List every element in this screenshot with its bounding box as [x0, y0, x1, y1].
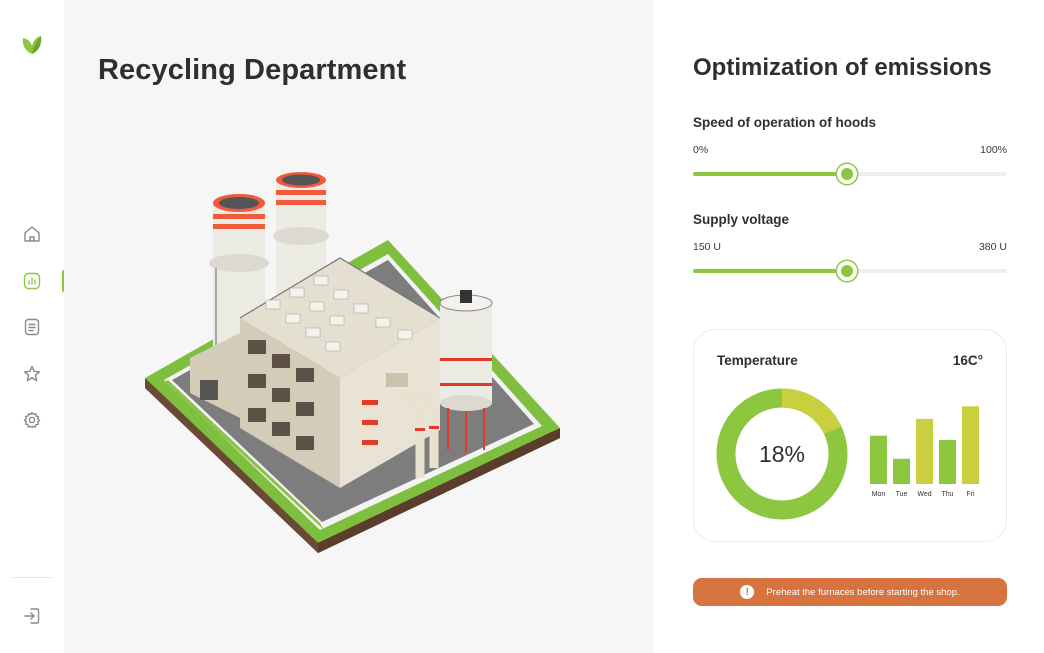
sidebar-item-settings[interactable] — [22, 410, 42, 430]
donut-percent-segment — [716, 388, 848, 520]
bar-label-mon: Mon — [872, 491, 886, 498]
slider-thumb[interactable] — [836, 164, 857, 184]
bar-label-wed: Wed — [917, 491, 931, 498]
sidebar-item-analytics[interactable] — [22, 271, 42, 291]
panel-title: Optimization of emissions — [693, 54, 992, 81]
bar-tue — [893, 458, 910, 484]
temperature-label: Temperature — [717, 353, 798, 368]
main-area: Recycling Department — [64, 0, 653, 653]
sidebar-active-indicator — [62, 270, 64, 292]
donut-percent-label: 18% — [758, 440, 806, 467]
emissions-panel: Optimization of emissions Speed of opera… — [653, 0, 1044, 653]
slider-min-label: 0% — [693, 144, 709, 156]
slider-min-label: 150 U — [693, 241, 722, 253]
slider-max-label: 100% — [980, 144, 1007, 156]
gear-icon — [23, 411, 41, 429]
star-icon — [23, 365, 41, 382]
bar-wed — [916, 418, 933, 484]
exclamation-icon: ! — [740, 585, 755, 599]
slider-label: Supply voltage — [693, 212, 790, 227]
bar-label-fri: Fri — [966, 491, 975, 498]
temperature-donut-chart — [716, 388, 848, 520]
temperature-value: 16C° — [952, 353, 983, 368]
warning-alert[interactable]: ! Preheat the furnaces before starting t… — [693, 578, 1007, 606]
bar-thu — [939, 439, 956, 484]
logout-button[interactable] — [22, 606, 42, 626]
bar-mon — [870, 435, 887, 484]
sidebar-divider — [12, 577, 52, 578]
page-title: Recycling Department — [98, 54, 407, 86]
home-icon — [24, 226, 40, 242]
slider-track[interactable] — [693, 261, 1007, 281]
weekly-bar-chart: Mon Tue Wed Thu Fri — [870, 406, 979, 498]
sidebar-item-documents[interactable] — [22, 317, 42, 337]
slider-fill — [693, 172, 847, 176]
sidebar-item-home[interactable] — [22, 224, 42, 244]
supply-voltage-slider: Supply voltage 150 U 380 U — [693, 212, 1007, 281]
leaf-icon[interactable] — [21, 33, 43, 55]
slider-fill — [693, 269, 847, 273]
slider-thumb[interactable] — [836, 261, 857, 281]
temperature-card: Temperature 16C° 18% Mon Tue Wed Thu Fri — [693, 329, 1007, 542]
alert-text: Preheat the furnaces before starting the… — [766, 586, 960, 598]
slider-label: Speed of operation of hoods — [693, 115, 876, 130]
sidebar — [0, 0, 64, 653]
factory-illustration — [145, 172, 560, 553]
logout-icon — [24, 608, 40, 624]
chart-icon — [23, 272, 41, 290]
bar-fri — [962, 406, 979, 484]
bar-label-tue: Tue — [896, 491, 908, 498]
slider-track[interactable] — [693, 164, 1007, 184]
sidebar-item-favorites[interactable] — [22, 364, 42, 384]
document-icon — [24, 318, 40, 336]
bar-label-thu: Thu — [941, 491, 953, 498]
slider-max-label: 380 U — [978, 241, 1007, 253]
hood-speed-slider: Speed of operation of hoods 0% 100% — [693, 115, 1007, 184]
